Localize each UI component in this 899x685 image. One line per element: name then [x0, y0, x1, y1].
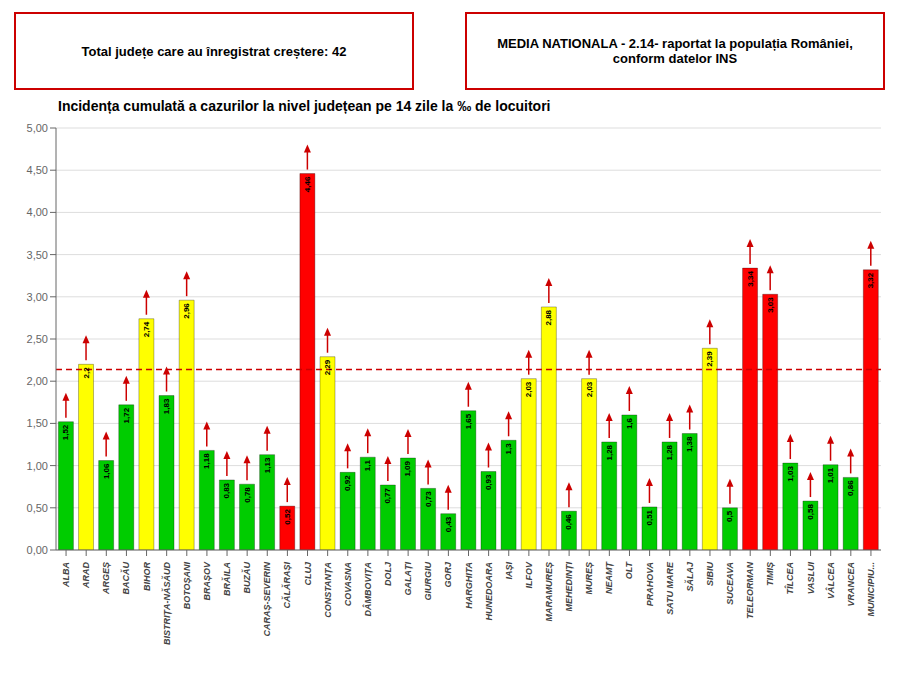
svg-text:CONSTANȚA: CONSTANȚA — [323, 562, 333, 618]
svg-text:0,86: 0,86 — [846, 480, 855, 496]
svg-text:SATU MARE: SATU MARE — [665, 561, 675, 615]
svg-text:GALAȚI: GALAȚI — [403, 562, 413, 596]
svg-text:VÂLCEA: VÂLCEA — [825, 562, 836, 599]
svg-text:3,50: 3,50 — [27, 249, 48, 261]
svg-text:BRAȘOV: BRAȘOV — [202, 561, 212, 601]
svg-text:1,01: 1,01 — [826, 467, 835, 483]
svg-text:CARAȘ-SEVERIN: CARAȘ-SEVERIN — [262, 562, 272, 637]
svg-text:MARAMUREȘ: MARAMUREȘ — [544, 562, 554, 622]
svg-text:CĂLĂRAȘI: CĂLĂRAȘI — [281, 562, 292, 609]
svg-text:4,00: 4,00 — [27, 206, 48, 218]
svg-text:1,13: 1,13 — [263, 457, 272, 473]
svg-text:1,83: 1,83 — [162, 398, 171, 414]
svg-text:TIMIȘ: TIMIȘ — [765, 562, 775, 586]
svg-text:0,52: 0,52 — [283, 509, 292, 525]
svg-text:3,32: 3,32 — [866, 272, 875, 288]
svg-text:PRAHOVA: PRAHOVA — [645, 562, 655, 606]
svg-text:1,72: 1,72 — [122, 407, 131, 423]
svg-text:1,52: 1,52 — [61, 424, 70, 440]
svg-text:ARGEȘ: ARGEȘ — [101, 562, 111, 595]
svg-text:0,78: 0,78 — [243, 487, 252, 503]
svg-text:OLT: OLT — [624, 560, 634, 579]
svg-text:1,50: 1,50 — [27, 417, 48, 429]
svg-text:0,92: 0,92 — [343, 475, 352, 491]
svg-text:3,34: 3,34 — [746, 271, 755, 287]
svg-text:DOLJ: DOLJ — [383, 561, 393, 586]
svg-text:1,03: 1,03 — [786, 466, 795, 482]
svg-text:MEHEDINȚI: MEHEDINȚI — [564, 562, 574, 612]
svg-text:VASLUI: VASLUI — [806, 562, 816, 595]
svg-text:1,09: 1,09 — [403, 460, 412, 476]
svg-text:2,03: 2,03 — [524, 381, 533, 397]
svg-text:SĂLAJ: SĂLAJ — [684, 561, 695, 591]
svg-text:BRĂILA: BRĂILA — [221, 562, 232, 596]
svg-text:GIURGIU: GIURGIU — [423, 562, 433, 601]
svg-text:2,74: 2,74 — [142, 321, 151, 337]
svg-text:2,2: 2,2 — [82, 367, 91, 379]
html-text:Total județe care au înregistr: Total județe care au înregistrat creșter… — [81, 43, 347, 59]
svg-text:TELEORMAN: TELEORMAN — [745, 562, 755, 619]
html-text:MEDIA NATIONALA - 2.14- raport: MEDIA NATIONALA - 2.14- raportat la popu… — [497, 36, 853, 66]
svg-text:ARAD: ARAD — [81, 562, 91, 589]
svg-text:1,28: 1,28 — [665, 444, 674, 460]
svg-text:3,03: 3,03 — [766, 297, 775, 313]
svg-text:BACĂU: BACĂU — [120, 562, 131, 595]
svg-text:5,00: 5,00 — [27, 122, 48, 134]
svg-text:2,50: 2,50 — [27, 333, 48, 345]
svg-text:2,03: 2,03 — [585, 381, 594, 397]
svg-text:0,50: 0,50 — [27, 502, 48, 514]
svg-text:2,88: 2,88 — [544, 309, 553, 325]
svg-text:1,3: 1,3 — [504, 443, 513, 455]
svg-text:0,83: 0,83 — [222, 482, 231, 498]
svg-text:1,6: 1,6 — [625, 417, 634, 429]
svg-text:0,43: 0,43 — [444, 516, 453, 532]
svg-text:CLUJ: CLUJ — [303, 561, 313, 585]
svg-text:GORJ: GORJ — [443, 561, 453, 588]
svg-text:3,00: 3,00 — [27, 291, 48, 303]
svg-text:1,65: 1,65 — [464, 413, 473, 429]
svg-text:1,18: 1,18 — [202, 453, 211, 469]
svg-text:BISTRIȚA-NĂSĂUD: BISTRIȚA-NĂSĂUD — [161, 562, 172, 645]
svg-text:0,93: 0,93 — [484, 474, 493, 490]
svg-text:COVASNA: COVASNA — [343, 562, 353, 606]
svg-text:0,51: 0,51 — [645, 509, 654, 525]
svg-text:BIHOR: BIHOR — [142, 562, 152, 592]
svg-text:ILFOV: ILFOV — [524, 561, 534, 588]
svg-text:BOTOȘANI: BOTOȘANI — [182, 562, 192, 610]
svg-text:0,46: 0,46 — [564, 514, 573, 530]
svg-text:NEAMȚ: NEAMȚ — [604, 561, 614, 594]
svg-text:4,50: 4,50 — [27, 164, 48, 176]
svg-text:0,77: 0,77 — [383, 487, 392, 503]
svg-text:SIBIU: SIBIU — [705, 562, 715, 587]
svg-text:ALBA: ALBA — [61, 562, 71, 588]
html-text:Incidența cumulată a cazurilor: Incidența cumulată a cazurilor la nivel … — [58, 98, 551, 114]
svg-text:2,00: 2,00 — [27, 375, 48, 387]
svg-text:HUNEDOARA: HUNEDOARA — [484, 562, 494, 621]
svg-text:TÎLCEA: TÎLCEA — [784, 562, 795, 595]
svg-text:1,1: 1,1 — [363, 460, 372, 472]
svg-text:0,00: 0,00 — [27, 544, 48, 556]
svg-text:0,5: 0,5 — [725, 510, 734, 522]
svg-text:1,28: 1,28 — [605, 444, 614, 460]
svg-text:4,46: 4,46 — [303, 176, 312, 192]
svg-text:DÂMBOVIȚA: DÂMBOVIȚA — [362, 562, 373, 617]
svg-text:MUNICIPIU...: MUNICIPIU... — [866, 562, 876, 617]
svg-text:BUZĂU: BUZĂU — [241, 562, 252, 594]
svg-text:2,39: 2,39 — [705, 351, 714, 367]
svg-text:IAȘI: IAȘI — [504, 562, 514, 580]
svg-text:0,73: 0,73 — [424, 491, 433, 507]
svg-text:2,29: 2,29 — [323, 359, 332, 375]
svg-text:VRANCEA: VRANCEA — [846, 562, 856, 607]
svg-text:2,96: 2,96 — [182, 303, 191, 319]
svg-text:1,00: 1,00 — [27, 460, 48, 472]
svg-text:1,06: 1,06 — [102, 463, 111, 479]
svg-text:1,38: 1,38 — [685, 436, 694, 452]
svg-text:HARGHITA: HARGHITA — [464, 562, 474, 609]
svg-text:MUREȘ: MUREȘ — [584, 562, 594, 595]
svg-text:SUCEAVA: SUCEAVA — [725, 562, 735, 605]
svg-text:0,58: 0,58 — [806, 504, 815, 520]
